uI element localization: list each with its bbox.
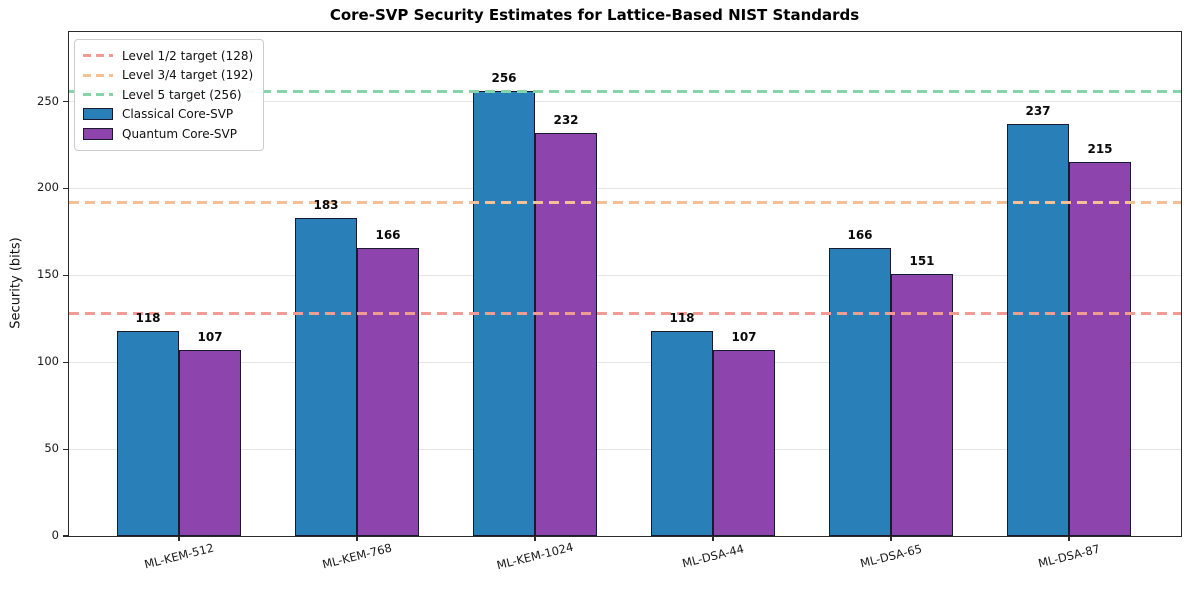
x-tick-mark — [712, 536, 714, 541]
legend: Level 1/2 target (128) Level 3/4 target … — [74, 39, 265, 151]
bar-value-label: 107 — [197, 330, 223, 345]
bar-value-label: 256 — [491, 71, 517, 86]
classical-bar — [295, 217, 357, 536]
y-tick-label: 50 — [44, 441, 59, 456]
legend-label: Level 3/4 target (192) — [122, 68, 254, 83]
target-line — [69, 200, 1181, 204]
classical-bar — [651, 330, 713, 536]
y-tick-mark — [63, 361, 68, 363]
bar-value-label: 232 — [553, 112, 579, 127]
y-tick-mark — [63, 187, 68, 189]
quantum-bar — [535, 132, 597, 536]
y-axis-label: Security (bits) — [8, 237, 24, 329]
bar-value-label: 183 — [313, 197, 339, 212]
gridline — [69, 101, 1181, 103]
quantum-bar — [357, 247, 419, 536]
gridline — [69, 448, 1181, 450]
legend-item-quantum: Quantum Core-SVP — [83, 124, 253, 144]
x-tick-mark — [890, 536, 892, 541]
dashed-line-swatch — [83, 73, 113, 77]
quantum-bar — [179, 350, 241, 536]
quantum-bar — [891, 273, 953, 536]
legend-label: Classical Core-SVP — [122, 107, 234, 122]
bar-swatch — [83, 108, 113, 121]
target-line — [69, 312, 1181, 316]
bar-value-label: 215 — [1087, 142, 1113, 157]
bar-value-label: 166 — [847, 227, 873, 242]
x-tick-mark — [1068, 536, 1070, 541]
dashed-line-swatch — [83, 93, 113, 97]
dashed-line-swatch — [83, 54, 113, 58]
plot-area: Level 1/2 target (128) Level 3/4 target … — [37, 31, 1182, 572]
y-tick-mark — [63, 535, 68, 537]
gridline — [69, 274, 1181, 276]
chart-title: Core-SVP Security Estimates for Lattice-… — [329, 6, 860, 24]
y-tick-mark — [63, 100, 68, 103]
classical-bar — [117, 330, 179, 536]
bar-value-label: 118 — [135, 310, 161, 325]
legend-item-classical: Classical Core-SVP — [83, 105, 253, 125]
y-tick-mark — [63, 448, 68, 450]
x-tick-mark — [178, 536, 180, 541]
bar-value-label: 237 — [1025, 104, 1051, 119]
classical-bar — [829, 247, 891, 536]
bar-value-label: 107 — [731, 330, 757, 345]
x-tick-mark — [356, 536, 358, 541]
y-tick-label: 150 — [37, 267, 59, 282]
legend-item-level12: Level 1/2 target (128) — [83, 46, 253, 66]
legend-label: Quantum Core-SVP — [122, 126, 237, 141]
quantum-bar — [713, 350, 775, 536]
legend-item-level34: Level 3/4 target (192) — [83, 66, 253, 86]
bar-swatch — [83, 127, 113, 140]
legend-item-level5: Level 5 target (256) — [83, 85, 253, 105]
y-tick-label: 200 — [37, 180, 59, 195]
gridline — [69, 361, 1181, 363]
classical-bar — [1007, 124, 1069, 536]
legend-label: Level 5 target (256) — [122, 87, 242, 102]
gridline — [69, 187, 1181, 189]
x-tick-mark — [534, 536, 536, 541]
y-tick-label: 250 — [37, 93, 59, 108]
quantum-bar — [1069, 162, 1131, 536]
y-tick-label: 100 — [37, 354, 59, 369]
legend-label: Level 1/2 target (128) — [122, 48, 254, 63]
bar-value-label: 166 — [375, 227, 401, 242]
y-tick-mark — [63, 274, 68, 276]
y-tick-label: 0 — [51, 528, 59, 542]
bar-value-label: 151 — [909, 253, 935, 268]
target-line — [69, 89, 1181, 93]
bar-value-label: 118 — [669, 310, 695, 325]
